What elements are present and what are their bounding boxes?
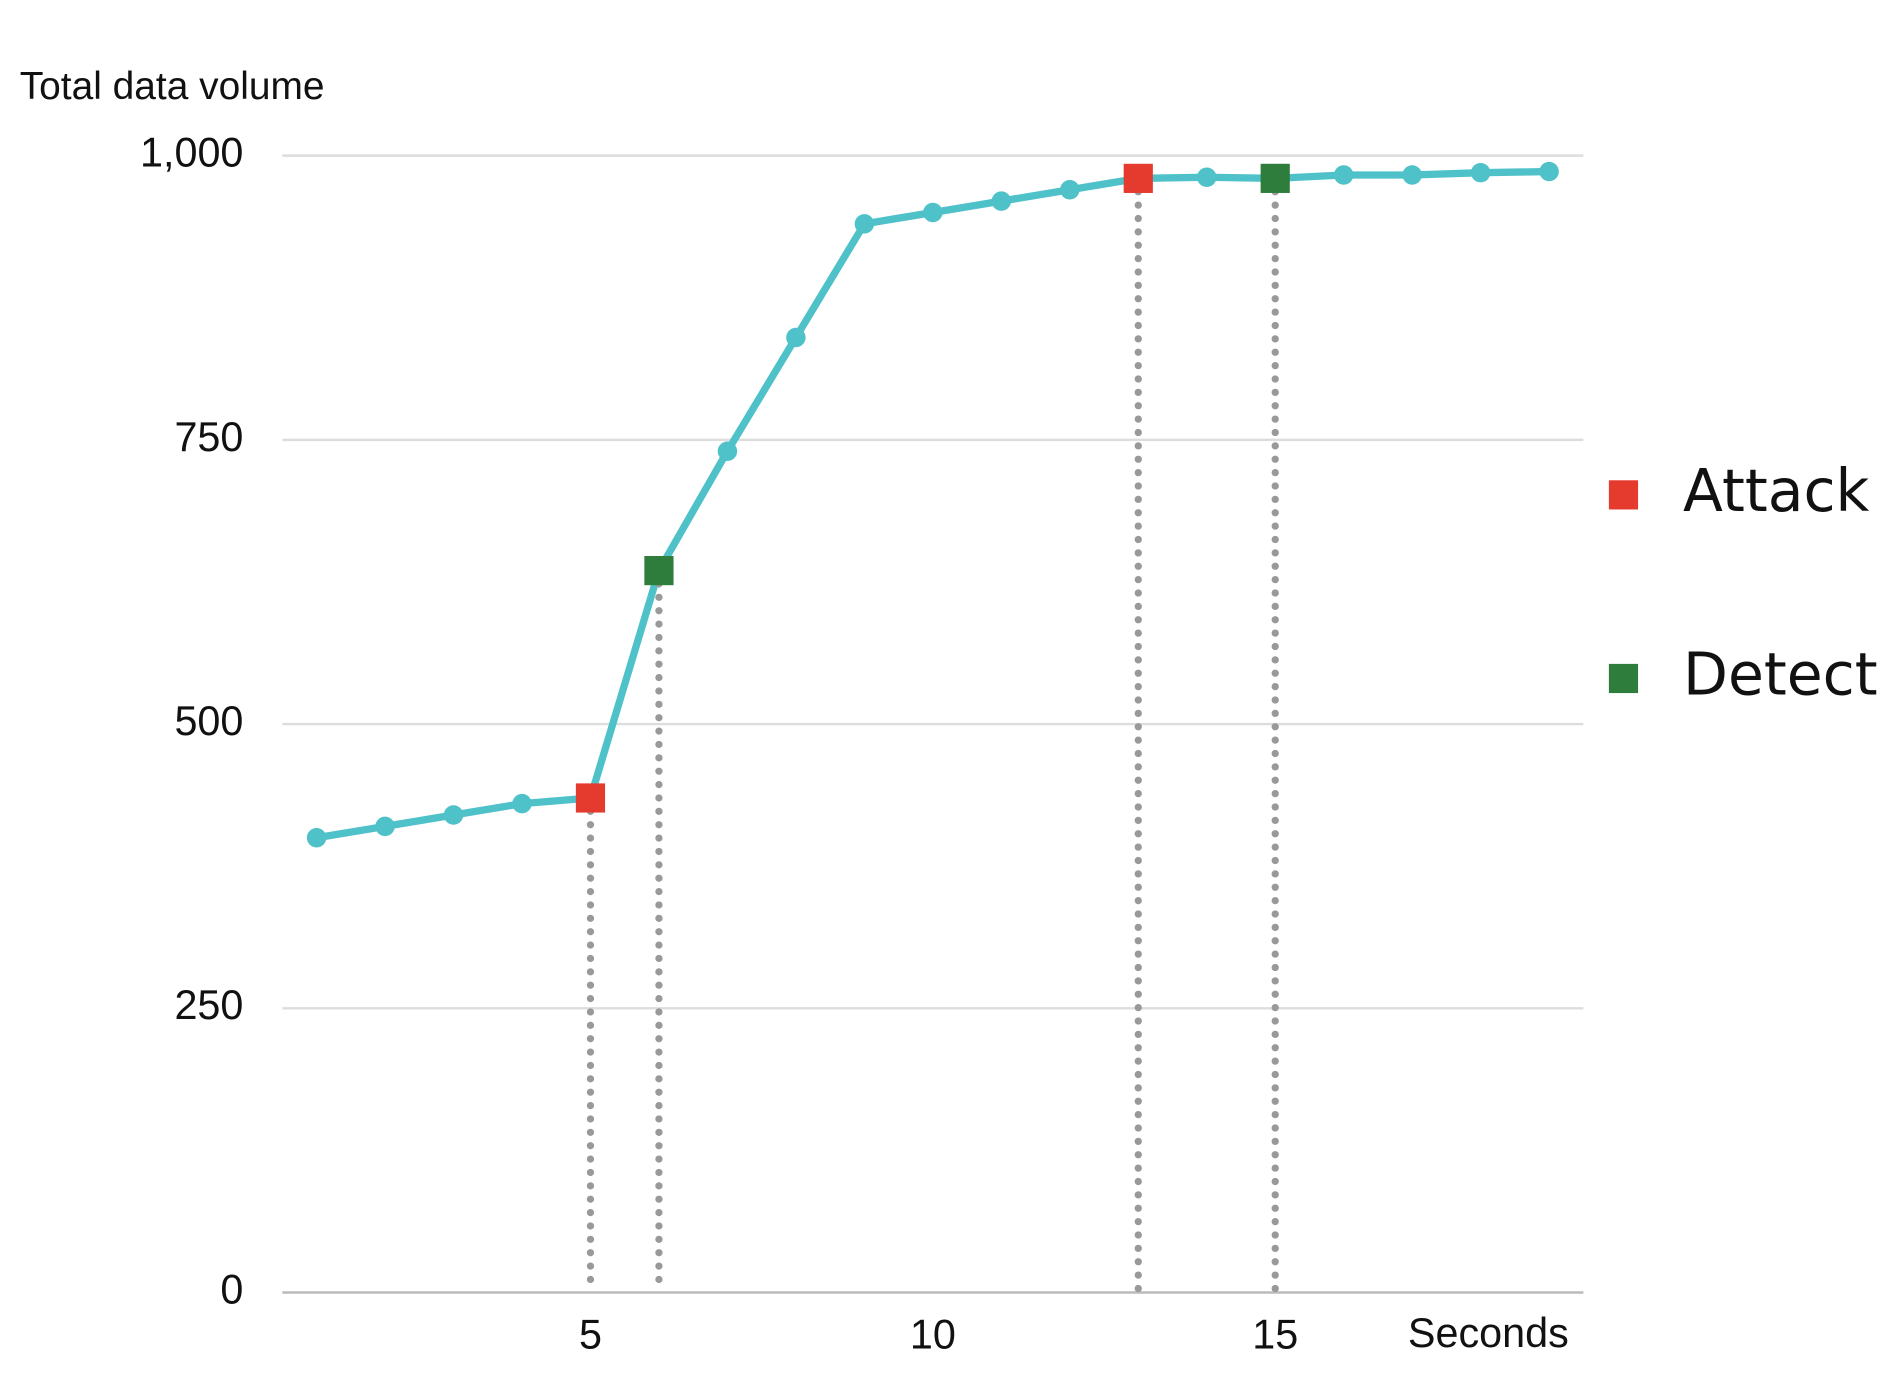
event-marker: [1123, 163, 1153, 193]
data-point: [512, 793, 532, 814]
data-point: [991, 191, 1012, 211]
data-point: [1402, 165, 1422, 185]
x-tick-label: 15: [1252, 1311, 1298, 1357]
data-point: [375, 816, 395, 837]
data-point: [717, 441, 738, 461]
y-tick-label: 750: [174, 414, 243, 460]
x-tick-label: 5: [579, 1311, 602, 1357]
y-tick-label: 0: [220, 1266, 243, 1312]
data-line: [315, 167, 1550, 842]
data-point: [1470, 162, 1491, 183]
y-tick-label: 1,000: [140, 130, 243, 176]
x-tick-label: 10: [910, 1311, 956, 1357]
legend-label: Detect: [1683, 641, 1878, 709]
event-marker: [575, 783, 606, 813]
data-point: [443, 805, 464, 825]
data-point: [923, 202, 943, 223]
event-marker: [644, 556, 674, 586]
data-point: [854, 214, 875, 234]
x-axis-label: Seconds: [1408, 1310, 1569, 1356]
data-point: [1197, 167, 1217, 187]
legend-label: Attack: [1683, 457, 1870, 525]
legend-swatch: [1608, 480, 1639, 510]
y-tick-label: 500: [174, 698, 243, 744]
data-point: [786, 327, 806, 348]
data-point: [306, 828, 327, 848]
legend-swatch: [1608, 663, 1639, 694]
event-marker: [1260, 163, 1290, 193]
data-point: [1060, 180, 1080, 200]
data-point: [1539, 161, 1559, 182]
chart-title: Total data volume: [20, 65, 325, 108]
data-point: [1333, 165, 1354, 185]
y-tick-label: 250: [174, 982, 243, 1028]
